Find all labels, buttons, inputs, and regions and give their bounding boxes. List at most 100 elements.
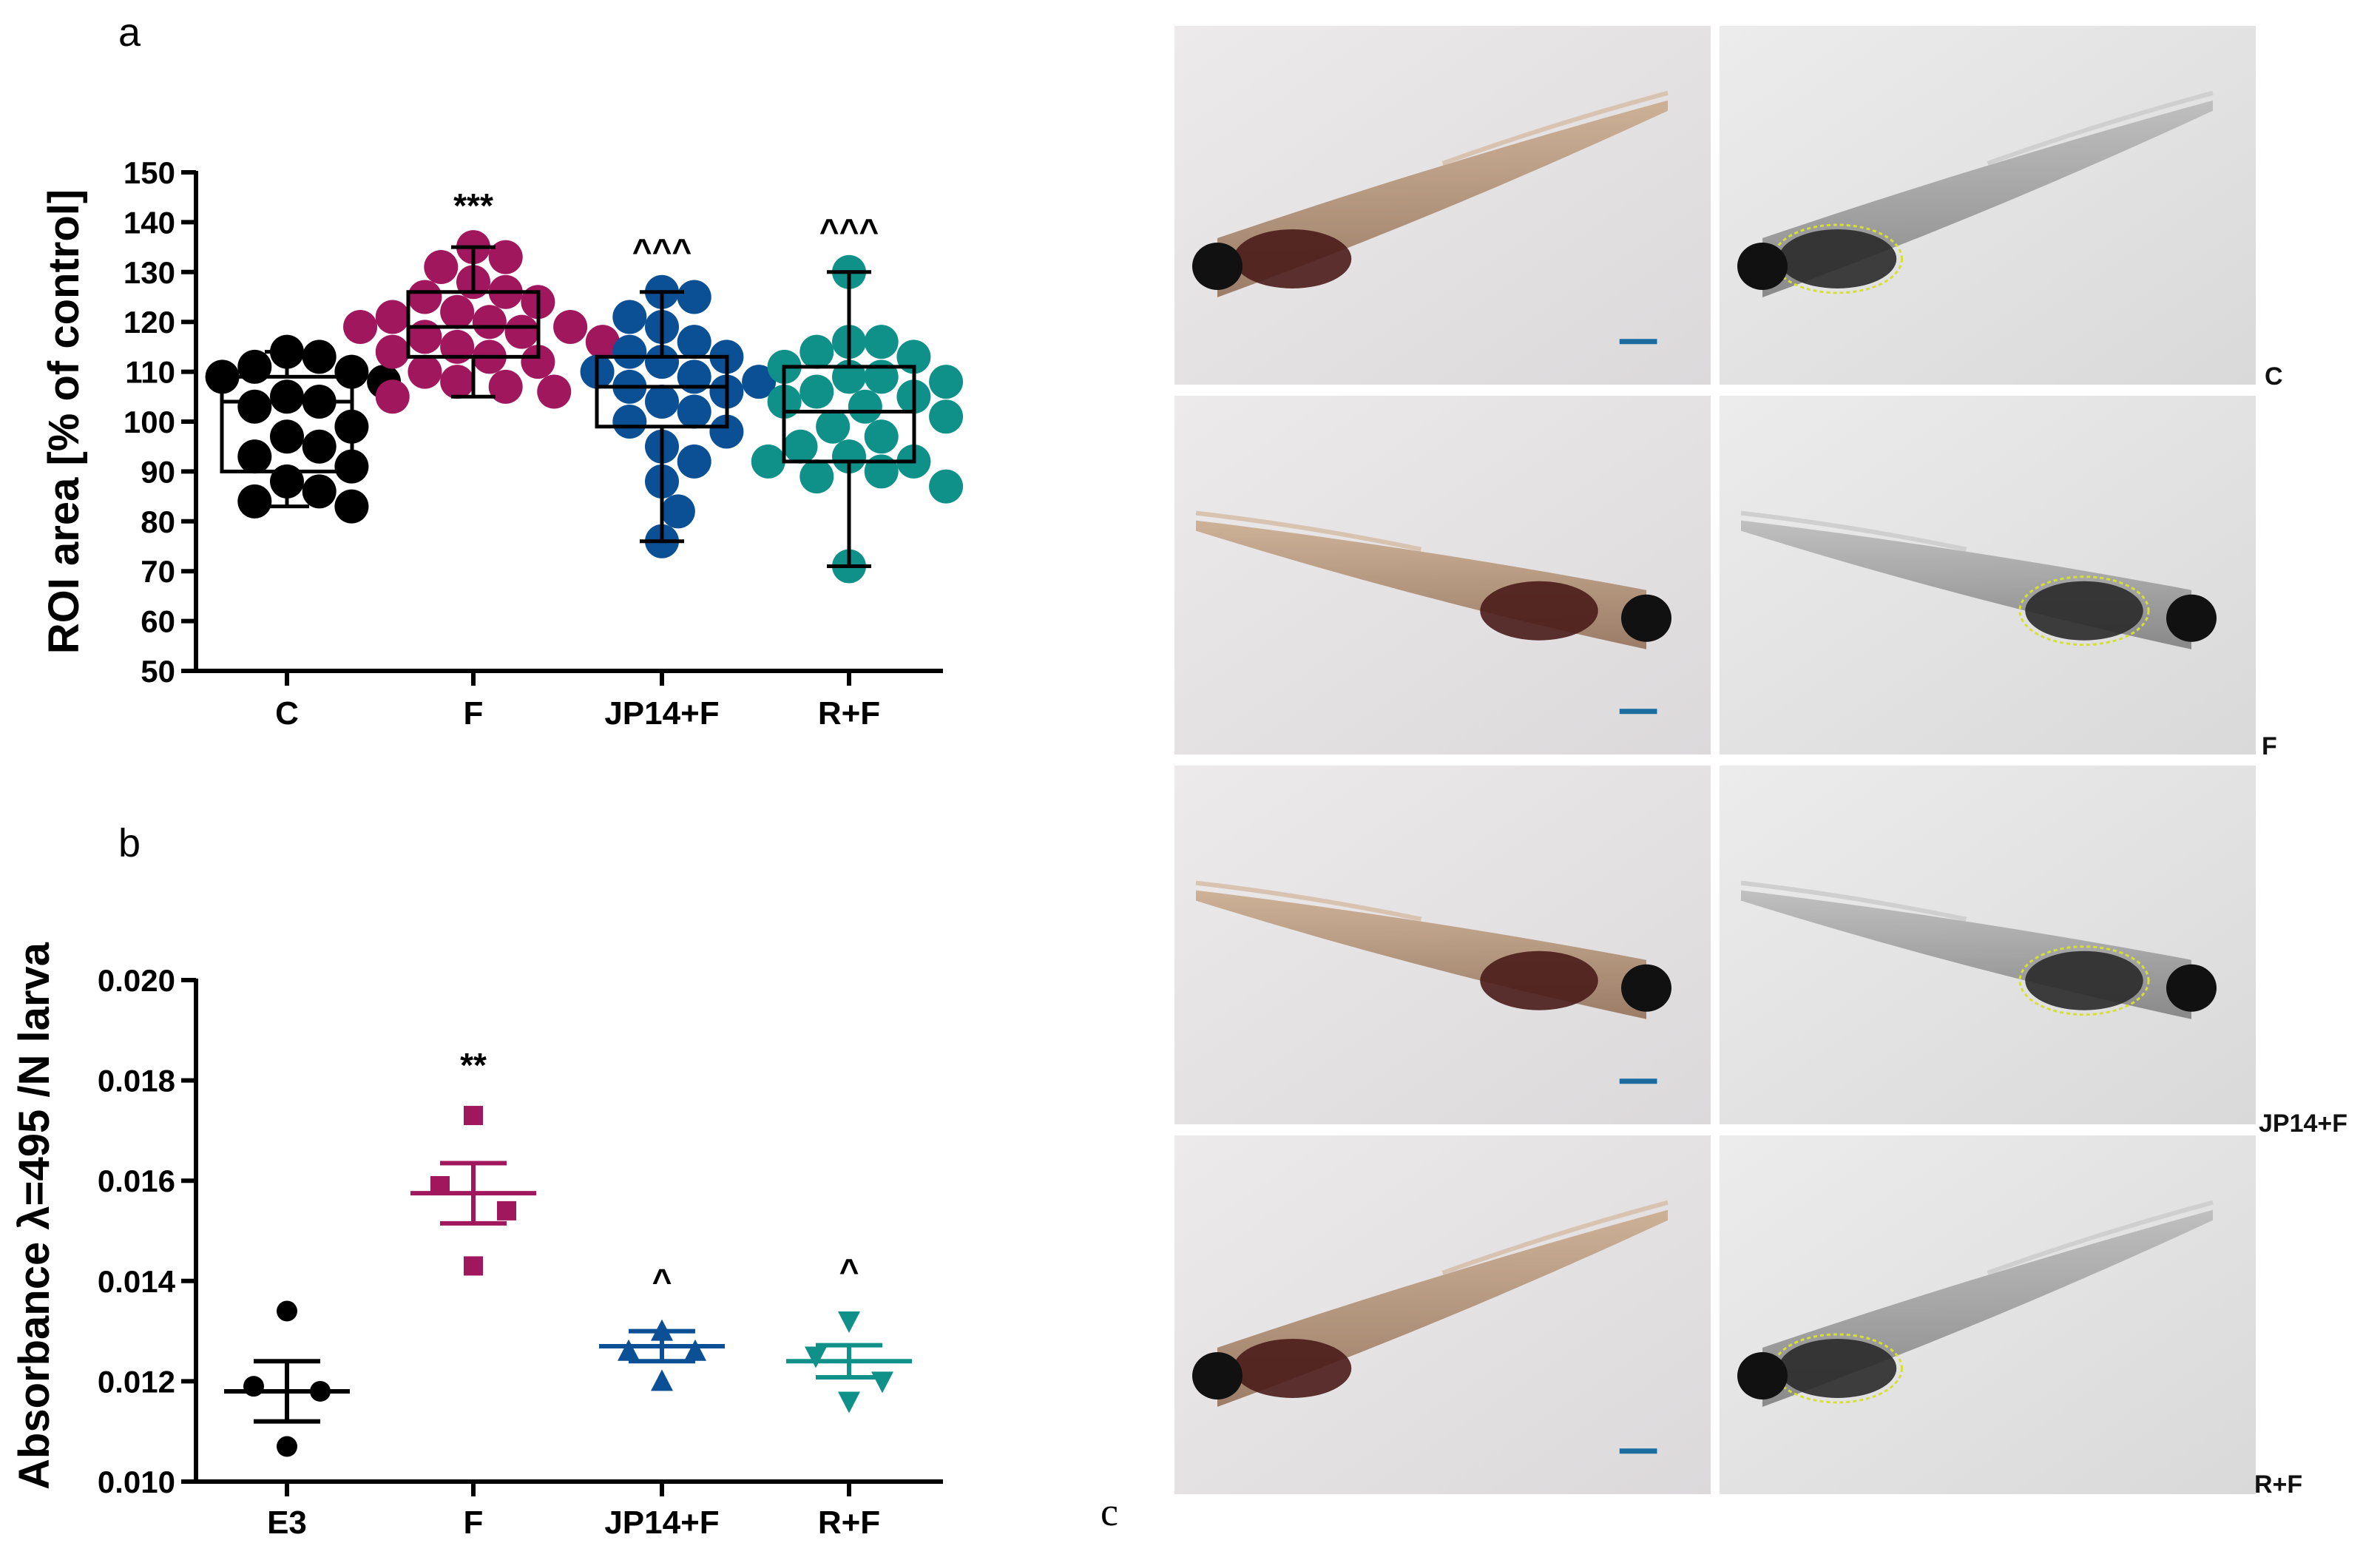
chart-a-point — [864, 419, 899, 454]
chart-b-point — [684, 1339, 706, 1361]
larva-gut — [2025, 950, 2143, 1010]
chart-a-point — [440, 329, 475, 364]
chart-a-point — [864, 454, 899, 489]
chart-a-point — [751, 444, 785, 479]
larva-eye — [1621, 964, 1671, 1012]
chart-b-group-r-f: ^ — [786, 1252, 912, 1414]
chart-a-significance-label: ^^^ — [819, 212, 879, 250]
chart-a-point — [270, 419, 304, 454]
chart-b-category-label: F — [464, 1505, 484, 1541]
chart-a-significance-label: ^^^ — [632, 232, 692, 270]
chart-b-y-axis-title: Absorbance λ=495 /N larva — [10, 942, 58, 1490]
chart-a-point — [472, 305, 507, 340]
chart-a-point — [929, 469, 964, 504]
chart-a-point — [783, 429, 818, 464]
chart-a-point — [237, 349, 272, 384]
chart-b-point — [430, 1175, 450, 1195]
chart-a-point — [537, 374, 572, 409]
chart-b-y-tick-label: 0.014 — [98, 1264, 176, 1299]
chart-b-group-f: ** — [410, 1046, 536, 1276]
chart-a-point — [799, 374, 834, 409]
chart-a-group-f: *** — [343, 186, 620, 414]
larva-eye — [1192, 242, 1243, 290]
larva-fin — [1441, 90, 1669, 166]
chart-a-y-tick-label: 150 — [124, 155, 175, 190]
micrograph-row-label: R+F — [2254, 1470, 2302, 1499]
larva-gut — [1233, 229, 1352, 288]
chart-b: 0.010 0.012 0.014 0.016 0.018 0.020 E3 F JP14+F R… — [10, 942, 943, 1541]
chart-a-point — [612, 300, 647, 334]
chart-a-point — [660, 494, 695, 529]
chart-b-point — [277, 1436, 297, 1457]
chart-a-point — [237, 439, 272, 474]
chart-a-y-tick-label: 70 — [141, 554, 175, 589]
chart-a-point — [375, 379, 410, 414]
chart-a-point — [302, 429, 337, 464]
chart-a-point — [553, 309, 588, 344]
larva-gut — [1480, 581, 1598, 641]
larva-fin — [1740, 510, 1967, 552]
chart-b-y-tick-label: 0.010 — [98, 1465, 175, 1499]
micrograph-f-roi-outlined — [1720, 396, 2256, 754]
chart-a-box — [220, 374, 354, 473]
chart-b-category-label: E3 — [267, 1505, 307, 1541]
larva-gut — [1778, 1338, 1897, 1398]
chart-a-y-tick-label: 120 — [124, 305, 175, 340]
chart-b-significance-label: ^ — [839, 1252, 859, 1290]
roi-outline — [2018, 575, 2150, 646]
chart-a-point — [677, 359, 711, 394]
chart-a-point — [709, 414, 744, 449]
larva-eye — [1192, 1351, 1243, 1399]
chart-a-point — [408, 280, 442, 314]
chart-a-point — [864, 325, 899, 359]
panel-label-b: b — [118, 821, 141, 865]
chart-a-point — [677, 394, 711, 429]
chart-a-y-tick-label: 80 — [141, 504, 175, 539]
chart-a-point — [334, 489, 369, 524]
chart-a-point — [612, 334, 647, 369]
chart-a-point — [929, 365, 964, 399]
chart-a: 50 60 70 80 90 100 110 120 130 140 150 C F JP14+F R+F R… — [40, 155, 964, 732]
chart-b-significance-label: ** — [460, 1046, 487, 1084]
chart-a-y-tick-label: 50 — [141, 654, 175, 689]
larva-fin — [1740, 880, 1967, 922]
chart-a-category-label: F — [464, 695, 484, 732]
larva-gut — [1480, 950, 1598, 1010]
chart-b-point — [243, 1376, 264, 1397]
chart-b-point — [838, 1311, 860, 1334]
larva-eye — [2166, 964, 2217, 1012]
chart-a-group-c — [205, 334, 402, 524]
chart-a-point — [375, 300, 410, 334]
larva-eye — [2166, 594, 2217, 642]
chart-a-point — [832, 439, 866, 474]
micrograph-r-f-brightfield — [1174, 1135, 1711, 1494]
chart-a-point — [424, 250, 459, 285]
micrograph-jp14-f-brightfield — [1174, 766, 1711, 1124]
larva-gut — [1778, 229, 1897, 288]
chart-a-point — [848, 389, 882, 424]
chart-a-point — [929, 399, 964, 434]
chart-a-point — [816, 409, 851, 444]
chart-a-y-tick-label: 60 — [141, 604, 175, 639]
chart-a-point — [343, 309, 378, 344]
chart-a-point — [677, 280, 711, 314]
chart-a-box — [782, 365, 916, 464]
chart-a-point — [504, 314, 539, 349]
chart-a-point — [375, 334, 410, 369]
chart-a-point — [302, 474, 337, 509]
chart-b-point — [310, 1380, 331, 1402]
chart-a-box — [406, 290, 541, 359]
chart-a-box — [595, 354, 729, 429]
chart-a-point — [334, 354, 369, 389]
chart-b-point — [651, 1319, 673, 1341]
chart-a-point — [864, 359, 899, 394]
chart-a-point — [645, 345, 679, 379]
larva-fin — [1195, 880, 1422, 922]
chart-a-point — [645, 385, 679, 419]
micrograph-row-label: F — [2262, 732, 2277, 760]
micrograph-c-roi-outlined — [1720, 26, 2256, 385]
panel-label-a: a — [118, 10, 141, 55]
micrograph-r-f-roi-outlined — [1720, 1135, 2256, 1494]
chart-a-point — [488, 240, 523, 274]
